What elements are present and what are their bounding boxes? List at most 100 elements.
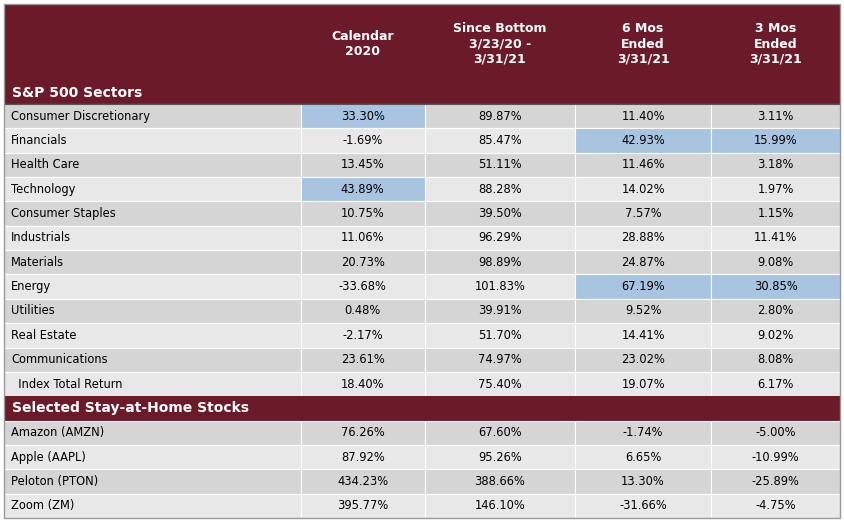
Text: 33.30%: 33.30%: [341, 110, 385, 123]
Text: 11.41%: 11.41%: [754, 231, 798, 244]
Bar: [300, 421, 425, 445]
Text: 43.89%: 43.89%: [341, 183, 385, 196]
Text: 388.66%: 388.66%: [474, 475, 525, 488]
Text: 39.50%: 39.50%: [478, 207, 522, 220]
Text: 11.46%: 11.46%: [621, 158, 665, 171]
Bar: [575, 104, 711, 128]
Bar: [575, 494, 711, 518]
Bar: [425, 299, 575, 323]
Text: 15.99%: 15.99%: [754, 134, 798, 147]
Text: Zoom (ZM): Zoom (ZM): [11, 500, 74, 512]
Text: 9.08%: 9.08%: [758, 256, 793, 269]
Bar: [300, 323, 425, 348]
Bar: [711, 469, 840, 494]
Text: -2.17%: -2.17%: [343, 329, 383, 342]
Text: 28.88%: 28.88%: [621, 231, 665, 244]
Text: -5.00%: -5.00%: [755, 426, 796, 440]
Text: 89.87%: 89.87%: [478, 110, 522, 123]
Text: 7.57%: 7.57%: [625, 207, 662, 220]
Text: 9.52%: 9.52%: [625, 304, 662, 317]
Bar: [4, 396, 840, 421]
Bar: [4, 250, 300, 275]
Bar: [300, 299, 425, 323]
Text: 3.11%: 3.11%: [757, 110, 794, 123]
Text: 6 Mos
Ended
3/31/21: 6 Mos Ended 3/31/21: [617, 22, 669, 65]
Text: 395.77%: 395.77%: [337, 500, 388, 512]
Text: 13.30%: 13.30%: [621, 475, 665, 488]
Bar: [425, 250, 575, 275]
Text: 14.41%: 14.41%: [621, 329, 665, 342]
Bar: [425, 128, 575, 153]
Bar: [711, 104, 840, 128]
Text: -1.74%: -1.74%: [623, 426, 663, 440]
Bar: [711, 494, 840, 518]
Text: 20.73%: 20.73%: [341, 256, 385, 269]
Bar: [711, 275, 840, 299]
Bar: [575, 469, 711, 494]
Text: -10.99%: -10.99%: [752, 450, 799, 464]
Bar: [4, 177, 300, 201]
Text: 76.26%: 76.26%: [341, 426, 385, 440]
Bar: [575, 177, 711, 201]
Text: 1.97%: 1.97%: [757, 183, 794, 196]
Text: 24.87%: 24.87%: [621, 256, 665, 269]
Text: 3 Mos
Ended
3/31/21: 3 Mos Ended 3/31/21: [749, 22, 802, 65]
Text: Materials: Materials: [11, 256, 64, 269]
Bar: [575, 348, 711, 372]
Text: 0.48%: 0.48%: [344, 304, 381, 317]
Text: 10.75%: 10.75%: [341, 207, 385, 220]
Text: 11.06%: 11.06%: [341, 231, 384, 244]
Text: 3.18%: 3.18%: [757, 158, 794, 171]
Bar: [425, 469, 575, 494]
Bar: [425, 153, 575, 177]
Bar: [300, 348, 425, 372]
Bar: [300, 494, 425, 518]
Text: 434.23%: 434.23%: [337, 475, 388, 488]
Bar: [4, 469, 300, 494]
Bar: [4, 494, 300, 518]
Bar: [4, 153, 300, 177]
Text: Selected Stay-at-Home Stocks: Selected Stay-at-Home Stocks: [12, 401, 249, 416]
Text: 23.02%: 23.02%: [621, 353, 665, 366]
Text: -25.89%: -25.89%: [752, 475, 799, 488]
Bar: [300, 177, 425, 201]
Bar: [4, 299, 300, 323]
Bar: [711, 153, 840, 177]
Text: Health Care: Health Care: [11, 158, 79, 171]
Text: Financials: Financials: [11, 134, 68, 147]
Bar: [575, 201, 711, 226]
Text: 51.11%: 51.11%: [478, 158, 522, 171]
Bar: [575, 250, 711, 275]
Text: 39.91%: 39.91%: [478, 304, 522, 317]
Bar: [300, 445, 425, 469]
Text: Real Estate: Real Estate: [11, 329, 77, 342]
Text: 96.29%: 96.29%: [478, 231, 522, 244]
Text: Calendar
2020: Calendar 2020: [332, 30, 394, 58]
Text: 14.02%: 14.02%: [621, 183, 665, 196]
Bar: [711, 250, 840, 275]
Text: 11.40%: 11.40%: [621, 110, 665, 123]
Text: Consumer Discretionary: Consumer Discretionary: [11, 110, 150, 123]
Text: 18.40%: 18.40%: [341, 377, 384, 390]
Bar: [575, 128, 711, 153]
Bar: [425, 201, 575, 226]
Bar: [711, 323, 840, 348]
Bar: [4, 226, 300, 250]
Bar: [425, 226, 575, 250]
Text: -4.75%: -4.75%: [755, 500, 796, 512]
Text: 88.28%: 88.28%: [478, 183, 522, 196]
Text: -31.66%: -31.66%: [619, 500, 667, 512]
Text: 101.83%: 101.83%: [474, 280, 525, 293]
Bar: [300, 226, 425, 250]
Bar: [575, 421, 711, 445]
Text: S&P 500 Sectors: S&P 500 Sectors: [12, 86, 143, 100]
Text: 9.02%: 9.02%: [757, 329, 794, 342]
Bar: [425, 494, 575, 518]
Text: 13.45%: 13.45%: [341, 158, 385, 171]
Bar: [425, 104, 575, 128]
Bar: [425, 275, 575, 299]
Bar: [575, 275, 711, 299]
Text: 8.08%: 8.08%: [758, 353, 793, 366]
Text: 1.15%: 1.15%: [757, 207, 794, 220]
Bar: [711, 201, 840, 226]
